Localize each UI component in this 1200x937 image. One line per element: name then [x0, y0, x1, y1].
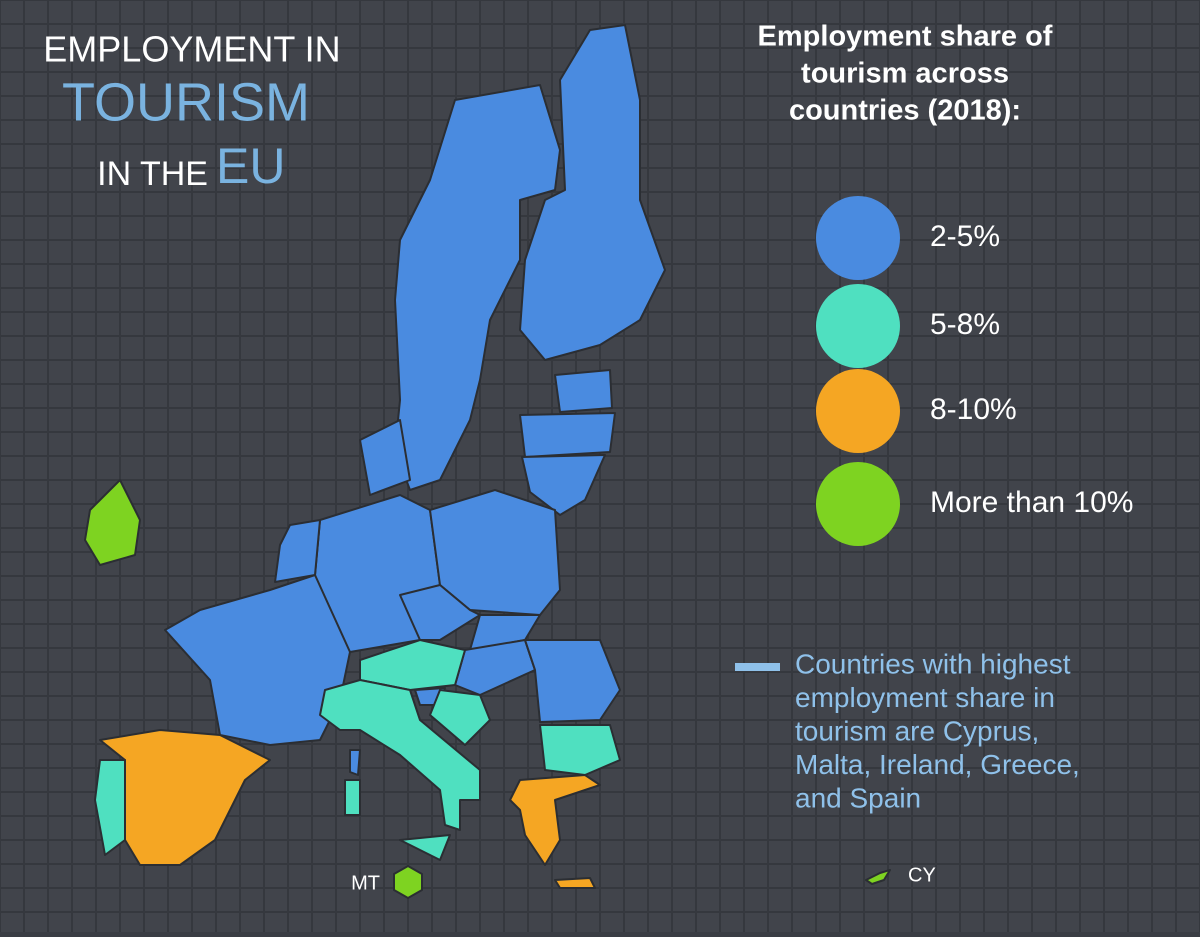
title-line-3a: IN THE — [97, 155, 208, 193]
cyprus-label: CY — [908, 864, 936, 886]
sicily — [399, 834, 451, 861]
note-line: tourism are Cyprus, — [795, 715, 1039, 746]
benelux — [274, 519, 321, 583]
croatia — [429, 689, 491, 746]
legend-swatch — [816, 196, 900, 280]
denmark — [359, 419, 411, 496]
bulgaria — [539, 724, 621, 776]
greece — [509, 774, 601, 866]
sweden — [394, 84, 561, 491]
lithuania — [521, 454, 606, 516]
title-line-3b: EU — [216, 138, 285, 194]
note-marker — [735, 663, 780, 671]
legend-title: Employment share of — [758, 21, 1053, 53]
note-line: Countries with highest — [795, 648, 1071, 679]
cyprus — [865, 869, 891, 885]
malta-label: MT — [351, 872, 380, 894]
sardinia — [344, 779, 361, 816]
romania — [524, 639, 621, 723]
legend: Employment share of tourism across countri… — [758, 21, 1133, 546]
portugal — [94, 759, 126, 856]
corsica — [349, 749, 361, 776]
title-line-1: EMPLOYMENT IN — [43, 29, 340, 70]
note-line: employment share in — [795, 682, 1055, 713]
legend-title: tourism across — [801, 58, 1009, 90]
legend-swatch — [816, 369, 900, 453]
france — [164, 574, 351, 746]
italy — [319, 679, 481, 831]
legend-swatch — [816, 462, 900, 546]
legend-label: 2-5% — [930, 220, 1000, 253]
ireland — [84, 479, 141, 566]
legend-swatch — [816, 284, 900, 368]
legend-label: 5-8% — [930, 308, 1000, 341]
note-line: Malta, Ireland, Greece, — [795, 749, 1080, 780]
malta — [393, 865, 423, 899]
legend-label: More than 10% — [930, 486, 1133, 519]
legend-label: 8-10% — [930, 393, 1017, 426]
crete — [554, 877, 596, 889]
latvia — [519, 412, 616, 458]
legend-title: countries (2018): — [789, 95, 1021, 127]
estonia — [554, 369, 613, 413]
note-line: and Spain — [795, 782, 921, 813]
title-line-2: TOURISM — [62, 72, 310, 132]
finland — [519, 24, 666, 361]
eu-map — [84, 24, 891, 899]
